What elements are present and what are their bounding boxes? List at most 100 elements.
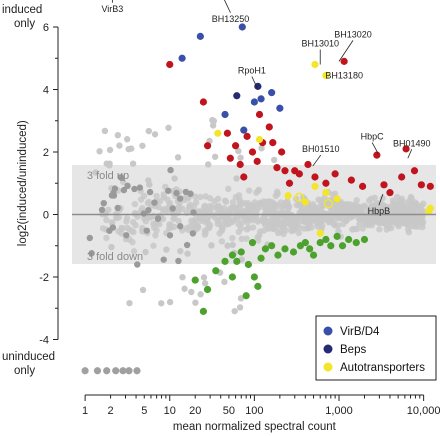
data-point-background — [265, 223, 272, 231]
data-point-background — [280, 201, 288, 209]
data-point-auto_rings — [294, 192, 305, 203]
data-point-virb — [178, 54, 186, 62]
data-point-background — [397, 214, 404, 221]
data-point-background — [101, 127, 109, 135]
data-point-background-dark — [109, 224, 117, 231]
y-label-uninduced-only-line2: only — [14, 365, 35, 377]
data-point-red — [304, 160, 312, 169]
data-point-background — [161, 206, 168, 213]
data-point-background — [388, 224, 395, 232]
data-point-red — [240, 173, 248, 181]
data-point-background — [225, 185, 232, 193]
data-point-background — [233, 175, 240, 182]
data-point-background — [293, 223, 300, 230]
data-point-background — [208, 242, 215, 249]
data-point-green — [248, 239, 257, 247]
data-point-red — [386, 189, 394, 197]
data-point-uninduced_only_gray — [119, 367, 127, 375]
legend-label: VirB/D4 — [340, 326, 380, 338]
data-point-background — [156, 221, 163, 228]
data-point-background — [218, 238, 226, 245]
data-point-background — [331, 190, 339, 197]
data-point-background — [407, 193, 415, 201]
data-point-red — [255, 110, 264, 119]
data-point-background — [237, 201, 245, 208]
data-point-green — [233, 257, 241, 265]
data-point-background — [236, 304, 244, 311]
data-point-background — [99, 225, 107, 232]
data-point-background — [298, 207, 305, 214]
data-point-background — [151, 131, 159, 138]
data-point-red — [253, 157, 261, 165]
data-point-uninduced_only_gray — [103, 367, 111, 375]
data-point-background — [258, 145, 265, 152]
data-point-background — [130, 248, 138, 255]
annotation-label: BH01490 — [393, 138, 431, 148]
x-tick-label: 10,000 — [407, 405, 440, 417]
data-point-background-dark — [189, 230, 197, 237]
data-point-red — [265, 123, 273, 131]
data-point-background — [280, 230, 287, 238]
data-point-background — [237, 154, 244, 161]
data-point-background — [197, 291, 204, 298]
data-point-background — [211, 153, 219, 160]
data-point-background — [147, 213, 154, 221]
data-point-green — [250, 273, 258, 281]
data-point-background — [175, 217, 182, 225]
data-point-background — [188, 288, 195, 296]
data-point-background-dark — [160, 256, 167, 263]
data-point-background — [416, 218, 424, 225]
data-point-background — [164, 196, 171, 203]
data-point-background — [108, 219, 116, 226]
data-point-green — [289, 248, 298, 256]
data-point-background — [192, 299, 199, 306]
data-point-uninduced_only_gray — [93, 367, 102, 375]
x-tick-label: 50 — [223, 405, 235, 417]
data-point-background — [244, 199, 252, 207]
data-point-background — [192, 193, 199, 200]
data-point-background — [256, 228, 264, 235]
data-point-background — [123, 136, 131, 143]
data-point-virb — [257, 95, 265, 103]
data-point-green — [345, 235, 353, 244]
data-point-background — [371, 194, 379, 202]
data-point-red — [166, 60, 174, 69]
data-point-green — [244, 260, 252, 269]
data-point-green — [237, 248, 245, 256]
legend-label: Beps — [340, 344, 366, 356]
data-point-background — [167, 222, 175, 229]
data-point-red — [281, 167, 289, 175]
data-point-virb — [221, 110, 229, 119]
data-point-background — [106, 146, 114, 154]
data-point-background — [219, 225, 226, 232]
data-point-background — [150, 242, 157, 249]
data-point-red — [331, 170, 339, 178]
data-point-background — [285, 220, 292, 227]
data-point-red — [417, 181, 425, 189]
data-point-background-dark — [117, 174, 124, 181]
data-point-auto — [322, 189, 330, 197]
data-point-red — [203, 142, 212, 150]
data-point-red — [285, 179, 294, 187]
data-point-background — [400, 203, 407, 210]
data-point-background — [139, 286, 147, 294]
data-point-background — [236, 196, 243, 203]
data-point-background — [336, 208, 343, 215]
data-point-background — [106, 162, 113, 169]
data-point-background — [268, 206, 276, 213]
data-point-background — [408, 204, 416, 211]
data-point-virb — [240, 126, 248, 134]
data-point-green — [199, 307, 208, 315]
annotation-leader — [338, 40, 354, 62]
data-point-auto — [311, 182, 319, 190]
data-point-background — [129, 218, 137, 226]
data-point-red — [273, 164, 281, 172]
data-point-background — [247, 208, 254, 216]
annotation-label: HbpC — [361, 132, 385, 142]
data-point-auto — [425, 207, 433, 215]
data-point-background — [254, 187, 262, 195]
data-point-background — [204, 218, 211, 225]
data-point-background — [411, 223, 419, 230]
annotation-label: HbpB — [368, 206, 391, 216]
